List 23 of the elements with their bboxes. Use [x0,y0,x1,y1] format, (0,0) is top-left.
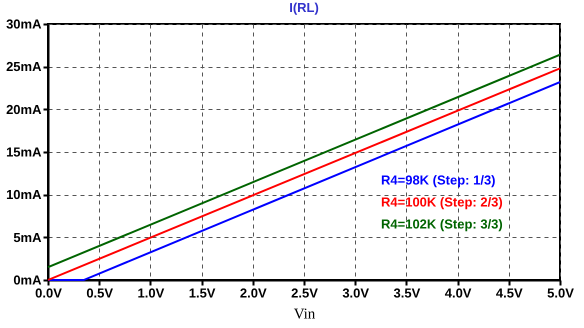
y-tick-label: 25mA [6,59,42,74]
y-tick-label: 10mA [6,187,42,202]
x-tick-label: 4.5V [496,286,523,300]
y-tick-label: 0mA [13,272,42,288]
y-tick-label: 20mA [6,102,42,117]
x-tick-label: 5.0V [547,286,574,300]
text: R4=100K (Step: 2/3) [381,194,503,210]
y-tick-label: 30mA [6,16,42,32]
x-tick-label: 2.0V [240,286,267,300]
x-tick-label: 2.5V [291,286,318,300]
x-tick-label: 0.0V [35,286,62,300]
y-tick-label: 15mA [6,144,42,160]
x-axis-title: Vin [294,306,316,322]
series-label: R4=98K (Step: 1/3) [381,172,496,188]
x-tick-label: 4.0V [444,286,472,300]
y-tick-label: 5mA [13,230,42,245]
x-tick-label: 1.0V [138,286,165,300]
x-tick-label: 1.5V [188,286,216,300]
x-tick-label: 3.5V [394,286,421,300]
x-tick-label: 3.0V [342,286,370,300]
chart-title: I(RL) [289,0,319,15]
text: R4=102K (Step: 3/3) [381,216,503,232]
x-tick-label: 0.5V [86,286,114,300]
